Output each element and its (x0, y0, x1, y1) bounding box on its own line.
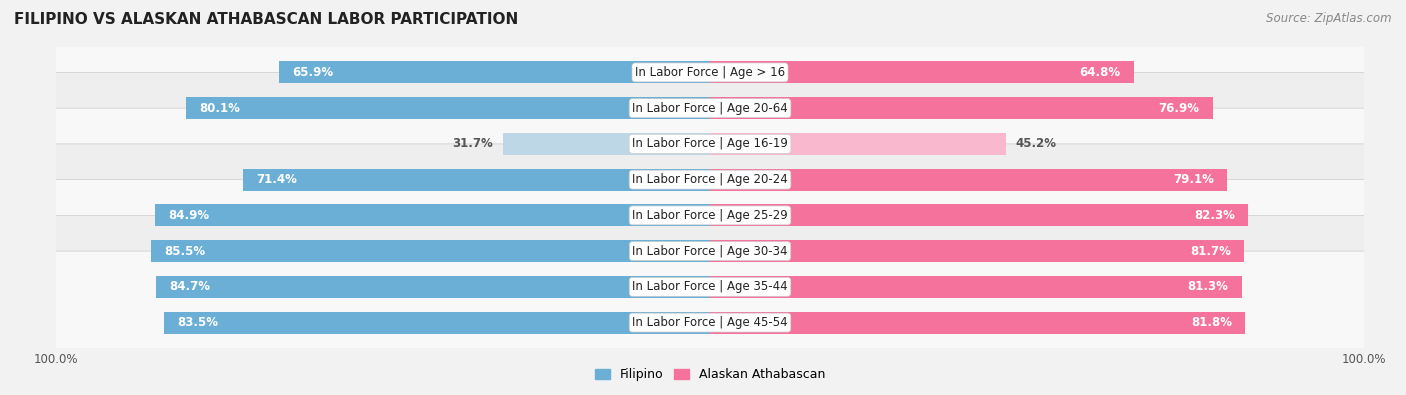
Bar (710, 204, 1249, 226)
Bar (187, 97, 710, 119)
Text: 71.4%: 71.4% (256, 173, 297, 186)
Bar (280, 61, 710, 83)
FancyBboxPatch shape (46, 144, 1374, 287)
FancyBboxPatch shape (46, 37, 1374, 180)
Text: 64.8%: 64.8% (1080, 66, 1121, 79)
Text: 76.9%: 76.9% (1159, 102, 1199, 115)
Text: In Labor Force | Age 16-19: In Labor Force | Age 16-19 (633, 137, 787, 150)
Text: 84.7%: 84.7% (169, 280, 211, 293)
Text: In Labor Force | Age 20-24: In Labor Force | Age 20-24 (633, 173, 787, 186)
Text: 82.3%: 82.3% (1194, 209, 1234, 222)
Text: In Labor Force | Age 25-29: In Labor Force | Age 25-29 (633, 209, 787, 222)
Legend: Filipino, Alaskan Athabascan: Filipino, Alaskan Athabascan (591, 363, 830, 386)
Bar (155, 204, 710, 226)
Text: In Labor Force | Age 30-34: In Labor Force | Age 30-34 (633, 245, 787, 258)
FancyBboxPatch shape (46, 72, 1374, 215)
Bar (503, 133, 710, 155)
Text: In Labor Force | Age 35-44: In Labor Force | Age 35-44 (633, 280, 787, 293)
Text: 45.2%: 45.2% (1015, 137, 1056, 150)
Text: 80.1%: 80.1% (200, 102, 240, 115)
Bar (150, 240, 710, 262)
Bar (156, 276, 710, 298)
Text: 81.8%: 81.8% (1191, 316, 1232, 329)
FancyBboxPatch shape (46, 215, 1374, 358)
Bar (165, 312, 710, 334)
Bar (710, 240, 1244, 262)
Text: 81.7%: 81.7% (1191, 245, 1232, 258)
FancyBboxPatch shape (46, 180, 1374, 323)
Text: 85.5%: 85.5% (165, 245, 205, 258)
Bar (710, 312, 1244, 334)
Bar (710, 61, 1133, 83)
Bar (243, 169, 710, 191)
Text: 79.1%: 79.1% (1173, 173, 1215, 186)
Bar (710, 97, 1213, 119)
Text: 31.7%: 31.7% (453, 137, 494, 150)
Text: 83.5%: 83.5% (177, 316, 218, 329)
Text: FILIPINO VS ALASKAN ATHABASCAN LABOR PARTICIPATION: FILIPINO VS ALASKAN ATHABASCAN LABOR PAR… (14, 12, 519, 27)
Text: In Labor Force | Age 45-54: In Labor Force | Age 45-54 (633, 316, 787, 329)
FancyBboxPatch shape (46, 1, 1374, 144)
Text: In Labor Force | Age > 16: In Labor Force | Age > 16 (636, 66, 785, 79)
Text: 84.9%: 84.9% (169, 209, 209, 222)
FancyBboxPatch shape (46, 251, 1374, 394)
Text: 65.9%: 65.9% (292, 66, 333, 79)
Text: In Labor Force | Age 20-64: In Labor Force | Age 20-64 (633, 102, 787, 115)
Bar (710, 133, 1005, 155)
Text: 81.3%: 81.3% (1188, 280, 1229, 293)
Bar (710, 276, 1241, 298)
FancyBboxPatch shape (46, 108, 1374, 251)
Bar (710, 169, 1227, 191)
Text: Source: ZipAtlas.com: Source: ZipAtlas.com (1267, 12, 1392, 25)
